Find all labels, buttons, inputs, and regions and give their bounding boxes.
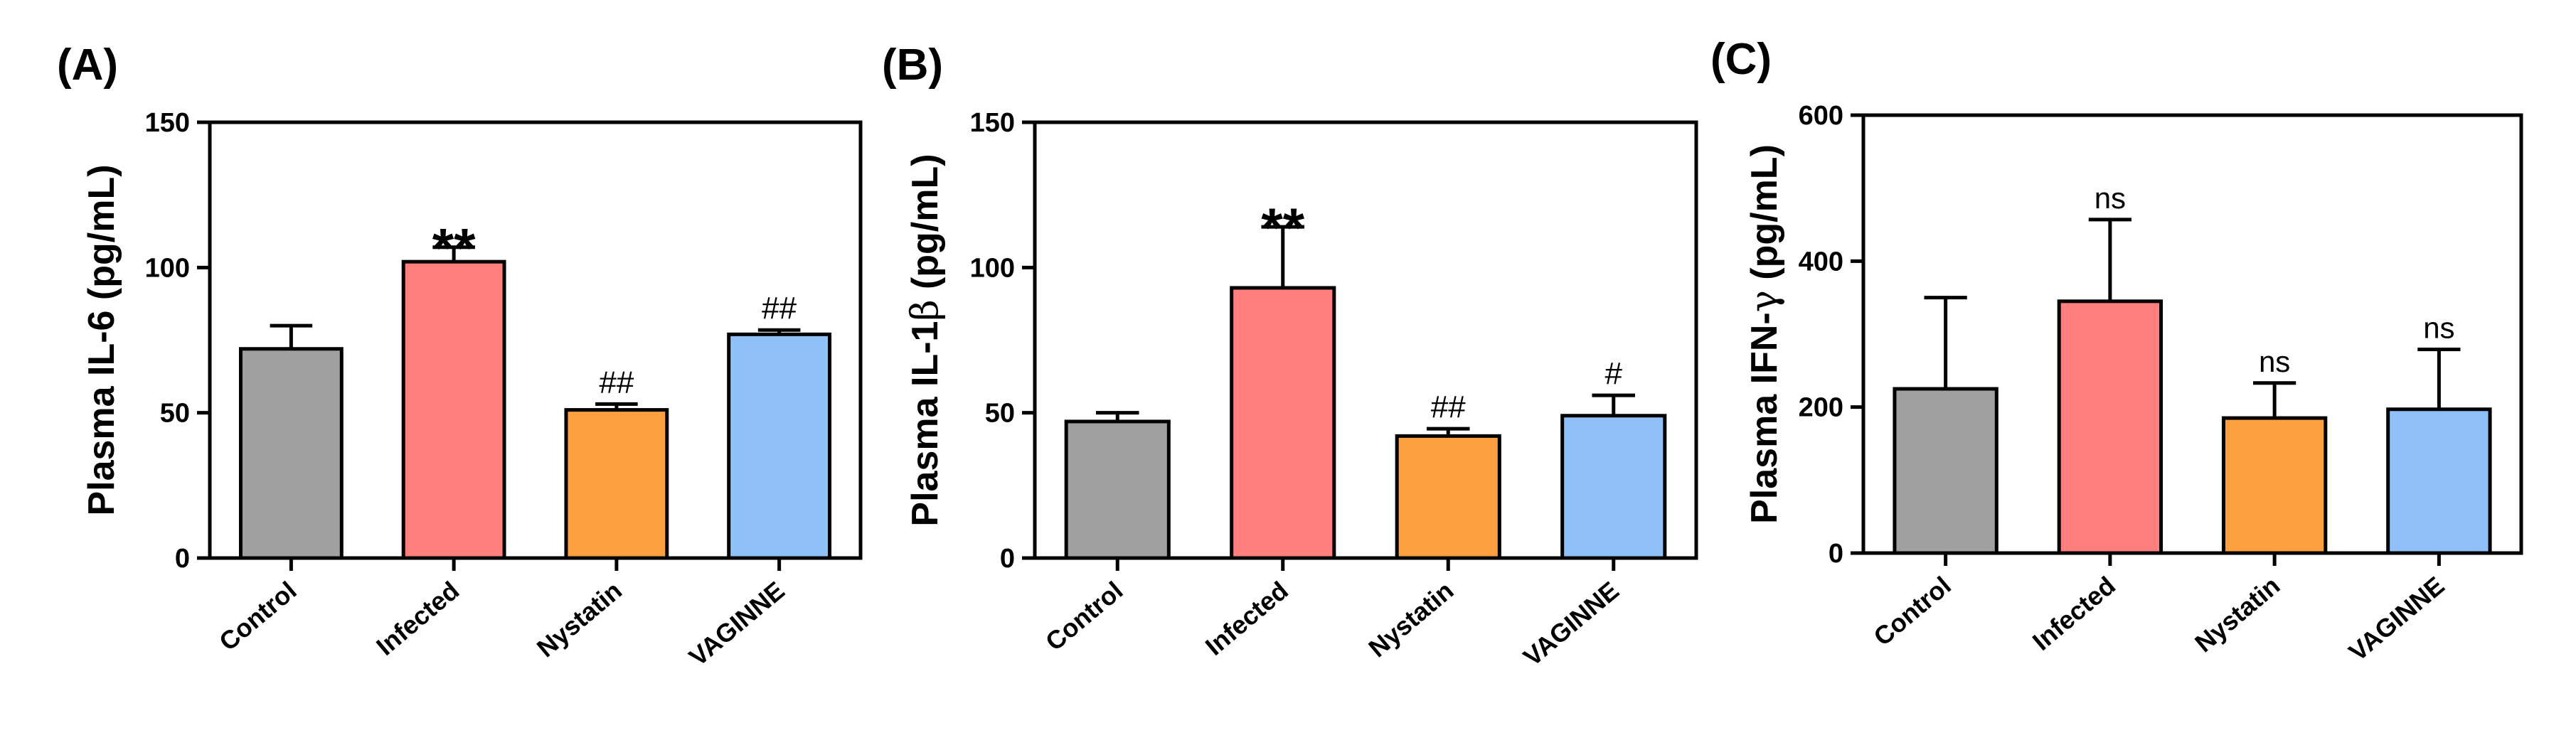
error-bar-control: [1924, 296, 1967, 389]
x-tick-label: VAGINNE: [2343, 571, 2450, 667]
significance-label: ##: [762, 291, 797, 326]
y-tick-label: 200: [1799, 393, 1843, 423]
bar-vaginne: [1560, 414, 1667, 560]
y-tick-label: 0: [175, 544, 190, 574]
y-tick-label: 150: [970, 108, 1015, 138]
bar-infected: [1230, 286, 1336, 560]
significance-label: ns: [2095, 181, 2126, 215]
significance-label: **: [1261, 196, 1304, 259]
y-tick-label: 50: [160, 399, 190, 429]
chart-panel-3: (C) Plasma IFN-γ (pg/mL) ns ns ns 0 200 400 600 C…: [1710, 35, 2523, 667]
error-bar-infected: [432, 245, 475, 262]
significance-label: ##: [1431, 390, 1466, 424]
panel-label: (A): [57, 41, 118, 90]
significance-label: #: [1605, 356, 1623, 391]
error-bar-nystatin: [2253, 381, 2296, 419]
y-axis-label: Plasma IL-6 (pg/mL): [81, 164, 122, 515]
x-tick-label: Nystatin: [2189, 571, 2285, 658]
bar-infected: [2057, 299, 2163, 555]
error-bar-control: [1095, 411, 1139, 422]
x-tick-label: Infected: [371, 576, 464, 661]
error-bar-vaginne: [757, 328, 801, 335]
y-tick-label: 100: [970, 253, 1015, 283]
bar-infected: [401, 259, 506, 560]
x-tick-label: VAGINNE: [683, 576, 790, 672]
x-tick-label: Infected: [2027, 571, 2121, 656]
axes-frame: [1033, 120, 1698, 560]
chart-panel-2: (B)Plasma IL-1β (pg/mL) **###050100150Con…: [882, 41, 1698, 672]
significance-label: **: [432, 217, 476, 279]
significance-label: ns: [2259, 345, 2290, 378]
panel-label: (B): [882, 41, 943, 90]
y-axis-label: Plasma IL-1β (pg/mL): [904, 154, 947, 526]
bar-control: [238, 347, 344, 560]
y-tick-label: 50: [985, 399, 1015, 429]
error-bar-vaginne: [1592, 393, 1636, 416]
y-tick-label: 0: [1000, 544, 1015, 574]
y-tick-label: 100: [145, 253, 190, 283]
error-bar-infected: [1261, 225, 1305, 288]
x-tick-label: Nystatin: [531, 576, 627, 663]
y-tick-label: 0: [1829, 539, 1843, 569]
error-bar-vaginne: [2417, 348, 2461, 409]
bar-control: [1064, 419, 1171, 560]
bar-nystatin: [2221, 416, 2328, 555]
bar-vaginne: [2386, 407, 2492, 555]
error-bar-infected: [2088, 218, 2131, 301]
x-tick-label: Control: [1040, 576, 1128, 657]
x-tick-label: Infected: [1200, 576, 1294, 661]
chart-panel-1: (A) Plasma IL-6 (pg/mL) ** ## ## 0 50 100 150 Con…: [57, 41, 863, 672]
x-tick-label: VAGINNE: [1518, 576, 1624, 672]
y-tick-label: 600: [1799, 101, 1843, 131]
x-tick-label: Nystatin: [1363, 576, 1459, 663]
error-bar-control: [270, 323, 313, 349]
x-tick-label: Control: [213, 576, 302, 657]
axes-frame: [1861, 113, 2523, 555]
y-tick-label: 400: [1799, 247, 1843, 277]
bar-control: [1893, 387, 1998, 555]
panel-label: (C): [1710, 35, 1772, 84]
bar-vaginne: [727, 332, 832, 560]
significance-label: ns: [2423, 311, 2454, 345]
y-tick-label: 150: [145, 108, 190, 138]
error-bar-nystatin: [1426, 427, 1470, 436]
bar-nystatin: [564, 408, 669, 560]
x-tick-label: Control: [1868, 571, 1956, 652]
bar-nystatin: [1395, 434, 1501, 560]
axes-frame: [208, 120, 863, 560]
y-axis-label: Plasma IFN-γ (pg/mL): [1743, 144, 1786, 524]
significance-label: ##: [599, 365, 634, 400]
error-bar-nystatin: [595, 402, 638, 410]
